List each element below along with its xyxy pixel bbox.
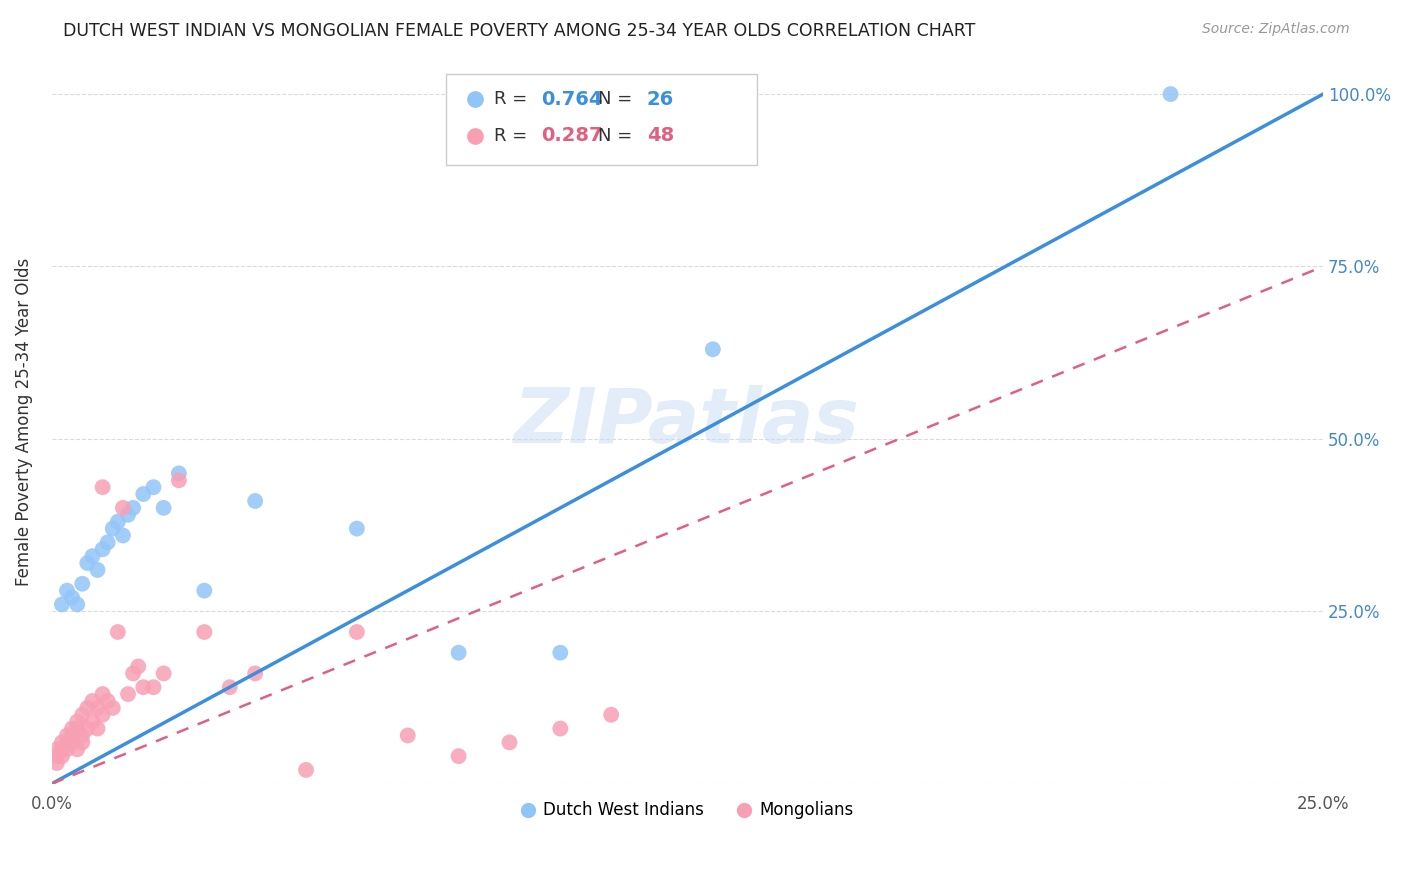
Point	[76, 556, 98, 570]
Text: Source: ZipAtlas.com: Source: ZipAtlas.com	[1202, 22, 1350, 37]
Point	[86, 722, 108, 736]
Point	[60, 729, 83, 743]
Text: ZIPatlas: ZIPatlas	[515, 384, 860, 458]
Point	[243, 666, 266, 681]
Text: N =: N =	[599, 127, 638, 145]
Point	[243, 494, 266, 508]
Point	[51, 598, 73, 612]
Point	[60, 735, 83, 749]
Point	[51, 749, 73, 764]
Text: N =: N =	[599, 90, 638, 109]
Point	[51, 742, 73, 756]
Point	[142, 680, 165, 694]
Point	[60, 722, 83, 736]
Point	[56, 729, 79, 743]
Text: 0.764: 0.764	[541, 90, 603, 109]
Point	[193, 625, 215, 640]
Point	[122, 500, 145, 515]
Point	[117, 508, 139, 522]
Point	[295, 763, 318, 777]
Point	[600, 707, 623, 722]
Point	[72, 729, 94, 743]
Point	[66, 722, 89, 736]
Point	[97, 535, 120, 549]
Point	[107, 625, 129, 640]
Point	[72, 707, 94, 722]
Point	[117, 687, 139, 701]
Point	[101, 701, 124, 715]
Text: R =: R =	[494, 127, 533, 145]
Point	[167, 467, 190, 481]
Point	[91, 707, 114, 722]
Point	[82, 714, 104, 729]
Point	[107, 515, 129, 529]
Point	[82, 694, 104, 708]
Point	[550, 722, 572, 736]
Point	[132, 487, 155, 501]
Point	[346, 522, 368, 536]
Point	[101, 522, 124, 536]
Point	[702, 343, 724, 357]
Point	[76, 722, 98, 736]
Legend: Dutch West Indians, Mongolians: Dutch West Indians, Mongolians	[515, 795, 860, 826]
Point	[86, 701, 108, 715]
Point	[142, 480, 165, 494]
Point	[152, 500, 174, 515]
FancyBboxPatch shape	[446, 74, 758, 165]
Point	[447, 646, 470, 660]
Point	[396, 729, 419, 743]
Point	[66, 742, 89, 756]
Text: DUTCH WEST INDIAN VS MONGOLIAN FEMALE POVERTY AMONG 25-34 YEAR OLDS CORRELATION : DUTCH WEST INDIAN VS MONGOLIAN FEMALE PO…	[63, 22, 976, 40]
Point	[550, 646, 572, 660]
Point	[97, 694, 120, 708]
Text: R =: R =	[494, 90, 533, 109]
Point	[45, 756, 67, 770]
Text: 26: 26	[647, 90, 673, 109]
Point	[45, 749, 67, 764]
Point	[91, 687, 114, 701]
Point	[82, 549, 104, 563]
Point	[91, 542, 114, 557]
Point	[346, 625, 368, 640]
Point	[111, 528, 134, 542]
Point	[66, 598, 89, 612]
Point	[122, 666, 145, 681]
Point	[51, 735, 73, 749]
Point	[86, 563, 108, 577]
Point	[1160, 87, 1182, 101]
Point	[132, 680, 155, 694]
Point	[218, 680, 240, 694]
Point	[72, 735, 94, 749]
Point	[447, 749, 470, 764]
Text: 0.287: 0.287	[541, 126, 603, 145]
Point	[56, 742, 79, 756]
Point	[167, 473, 190, 487]
Y-axis label: Female Poverty Among 25-34 Year Olds: Female Poverty Among 25-34 Year Olds	[15, 258, 32, 586]
Point	[60, 591, 83, 605]
Point	[66, 714, 89, 729]
Point	[76, 701, 98, 715]
Text: 48: 48	[647, 126, 673, 145]
Point	[56, 583, 79, 598]
Point	[72, 576, 94, 591]
Point	[127, 659, 149, 673]
Point	[56, 735, 79, 749]
Point	[152, 666, 174, 681]
Point	[45, 742, 67, 756]
Point	[111, 500, 134, 515]
Point	[193, 583, 215, 598]
Point	[91, 480, 114, 494]
Point	[498, 735, 520, 749]
